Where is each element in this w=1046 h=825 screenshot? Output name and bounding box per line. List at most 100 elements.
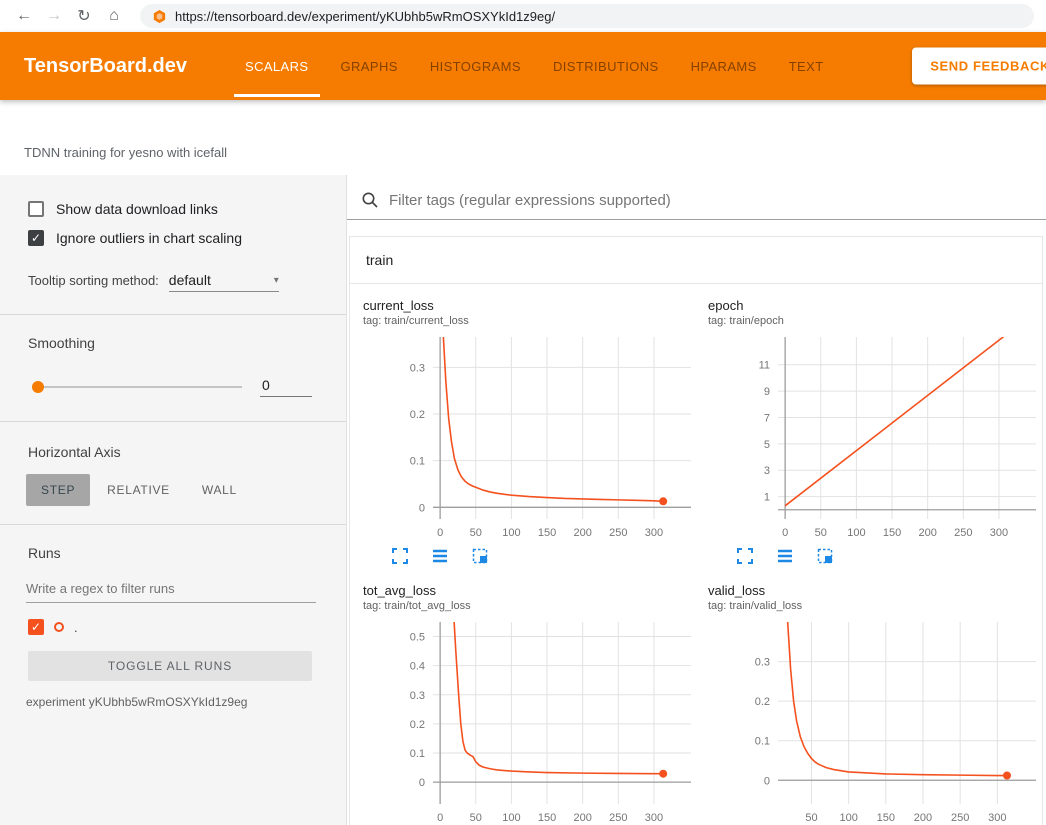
chart-plot[interactable]: 00.10.20.30.40.5050100150200250300 bbox=[363, 616, 696, 825]
fit-domain-icon[interactable] bbox=[471, 547, 489, 565]
expand-icon[interactable] bbox=[736, 547, 754, 565]
tooltip-sorting-label: Tooltip sorting method: bbox=[28, 273, 159, 288]
smoothing-label: Smoothing bbox=[0, 335, 346, 351]
svg-text:150: 150 bbox=[538, 812, 556, 824]
toggle-all-runs-button[interactable]: TOGGLE ALL RUNS bbox=[28, 651, 312, 681]
forward-icon[interactable]: → bbox=[42, 4, 66, 28]
tab-distributions[interactable]: DISTRIBUTIONS bbox=[537, 32, 675, 100]
tooltip-sorting-dropdown[interactable]: default ▾ bbox=[169, 272, 279, 292]
back-icon[interactable]: ← bbox=[12, 4, 36, 28]
tab-histograms[interactable]: HISTOGRAMS bbox=[414, 32, 537, 100]
experiment-title: TDNN training for yesno with icefall bbox=[24, 145, 227, 160]
tab-graphs[interactable]: GRAPHS bbox=[325, 32, 414, 100]
slider-thumb[interactable] bbox=[32, 381, 44, 393]
svg-text:150: 150 bbox=[538, 527, 556, 539]
experiment-bar: TDNN training for yesno with icefall bbox=[0, 100, 1046, 175]
checkbox-label: Show data download links bbox=[56, 201, 218, 217]
chevron-down-icon: ▾ bbox=[274, 275, 279, 286]
tab-text[interactable]: TEXT bbox=[773, 32, 840, 100]
svg-text:0: 0 bbox=[764, 775, 770, 787]
check-icon: ✓ bbox=[31, 621, 41, 633]
tag-group-card: train current_loss tag: train/current_lo… bbox=[349, 236, 1043, 825]
axis-step-button[interactable]: STEP bbox=[26, 474, 90, 506]
svg-text:250: 250 bbox=[609, 527, 627, 539]
expand-icon[interactable] bbox=[391, 547, 409, 565]
smoothing-slider[interactable] bbox=[34, 386, 242, 388]
horizontal-axis-label: Horizontal Axis bbox=[0, 444, 346, 460]
svg-text:0.3: 0.3 bbox=[410, 690, 425, 702]
svg-text:0.2: 0.2 bbox=[410, 409, 425, 421]
divider bbox=[0, 421, 346, 422]
chart-tag: tag: train/epoch bbox=[708, 315, 1041, 327]
svg-text:0: 0 bbox=[419, 502, 425, 514]
svg-text:200: 200 bbox=[914, 812, 932, 824]
filter-tags-row bbox=[347, 185, 1046, 220]
log-scale-icon[interactable] bbox=[776, 547, 794, 565]
dropdown-value: default bbox=[169, 272, 211, 288]
brand-logo[interactable]: TensorBoard.dev bbox=[24, 55, 187, 78]
app-header: TensorBoard.dev SCALARS GRAPHS HISTOGRAM… bbox=[0, 32, 1046, 100]
svg-text:1: 1 bbox=[764, 492, 770, 504]
run-row[interactable]: ✓ . bbox=[0, 619, 346, 635]
svg-text:100: 100 bbox=[847, 527, 865, 539]
chart-toolbar bbox=[391, 547, 696, 565]
chart-plot[interactable]: 00.10.20.350100150200250300 bbox=[708, 616, 1041, 825]
scalar-chart-valid-loss: valid_loss tag: train/valid_loss 00.10.2… bbox=[708, 583, 1041, 825]
svg-text:0.4: 0.4 bbox=[410, 661, 425, 673]
run-checkbox[interactable]: ✓ bbox=[28, 619, 44, 635]
scalar-chart-current-loss: current_loss tag: train/current_loss 00.… bbox=[363, 298, 696, 571]
svg-text:0.1: 0.1 bbox=[410, 456, 425, 468]
refresh-icon[interactable]: ↻ bbox=[72, 4, 96, 28]
chart-plot[interactable]: 1357911050100150200250300 bbox=[708, 331, 1041, 543]
svg-text:300: 300 bbox=[645, 527, 663, 539]
svg-text:5: 5 bbox=[764, 439, 770, 451]
tooltip-sorting-row: Tooltip sorting method: default ▾ bbox=[0, 272, 346, 292]
svg-text:50: 50 bbox=[470, 812, 482, 824]
run-name: . bbox=[74, 620, 78, 635]
svg-text:7: 7 bbox=[764, 412, 770, 424]
address-bar[interactable]: https://tensorboard.dev/experiment/yKUbh… bbox=[140, 4, 1034, 28]
svg-text:9: 9 bbox=[764, 386, 770, 398]
chart-tag: tag: train/valid_loss bbox=[708, 600, 1041, 612]
tab-scalars[interactable]: SCALARS bbox=[229, 32, 325, 100]
checkbox-unchecked[interactable] bbox=[28, 201, 44, 217]
svg-text:250: 250 bbox=[609, 812, 627, 824]
tab-hparams[interactable]: HPARAMS bbox=[675, 32, 773, 100]
svg-text:0.2: 0.2 bbox=[755, 696, 770, 708]
fit-domain-icon[interactable] bbox=[816, 547, 834, 565]
runs-label: Runs bbox=[0, 545, 346, 561]
runs-filter-input[interactable] bbox=[26, 575, 316, 603]
experiment-name: experiment yKUbhb5wRmOSXYkId1z9eg bbox=[0, 695, 346, 709]
smoothing-value-input[interactable] bbox=[260, 377, 312, 397]
settings-sidebar: Show data download links ✓ Ignore outlie… bbox=[0, 175, 347, 825]
tensorboard-favicon bbox=[152, 9, 167, 24]
checkbox-checked[interactable]: ✓ bbox=[28, 230, 44, 246]
url-text: https://tensorboard.dev/experiment/yKUbh… bbox=[175, 9, 555, 24]
chart-plot[interactable]: 00.10.20.3050100150200250300 bbox=[363, 331, 696, 543]
show-download-links-checkbox[interactable]: Show data download links bbox=[0, 201, 346, 217]
svg-text:50: 50 bbox=[805, 812, 817, 824]
svg-text:100: 100 bbox=[502, 812, 520, 824]
send-feedback-button[interactable]: SEND FEEDBACK bbox=[912, 48, 1046, 85]
svg-text:0.2: 0.2 bbox=[410, 719, 425, 731]
svg-text:200: 200 bbox=[918, 527, 936, 539]
svg-text:300: 300 bbox=[645, 812, 663, 824]
axis-relative-button[interactable]: RELATIVE bbox=[92, 474, 185, 506]
axis-wall-button[interactable]: WALL bbox=[187, 474, 252, 506]
svg-text:200: 200 bbox=[573, 812, 591, 824]
svg-text:250: 250 bbox=[954, 527, 972, 539]
svg-text:50: 50 bbox=[815, 527, 827, 539]
charts-grid: current_loss tag: train/current_loss 00.… bbox=[350, 284, 1042, 825]
tag-group-header[interactable]: train bbox=[350, 237, 1042, 284]
svg-text:0: 0 bbox=[437, 812, 443, 824]
browser-toolbar: ← → ↻ ⌂ https://tensorboard.dev/experime… bbox=[0, 0, 1046, 32]
home-icon[interactable]: ⌂ bbox=[102, 4, 126, 28]
svg-text:150: 150 bbox=[877, 812, 895, 824]
svg-text:300: 300 bbox=[990, 527, 1008, 539]
ignore-outliers-checkbox[interactable]: ✓ Ignore outliers in chart scaling bbox=[0, 230, 346, 246]
log-scale-icon[interactable] bbox=[431, 547, 449, 565]
svg-text:50: 50 bbox=[470, 527, 482, 539]
scalar-chart-epoch: epoch tag: train/epoch 13579110501001502… bbox=[708, 298, 1041, 571]
filter-tags-input[interactable] bbox=[389, 192, 1030, 209]
svg-text:0: 0 bbox=[419, 777, 425, 789]
